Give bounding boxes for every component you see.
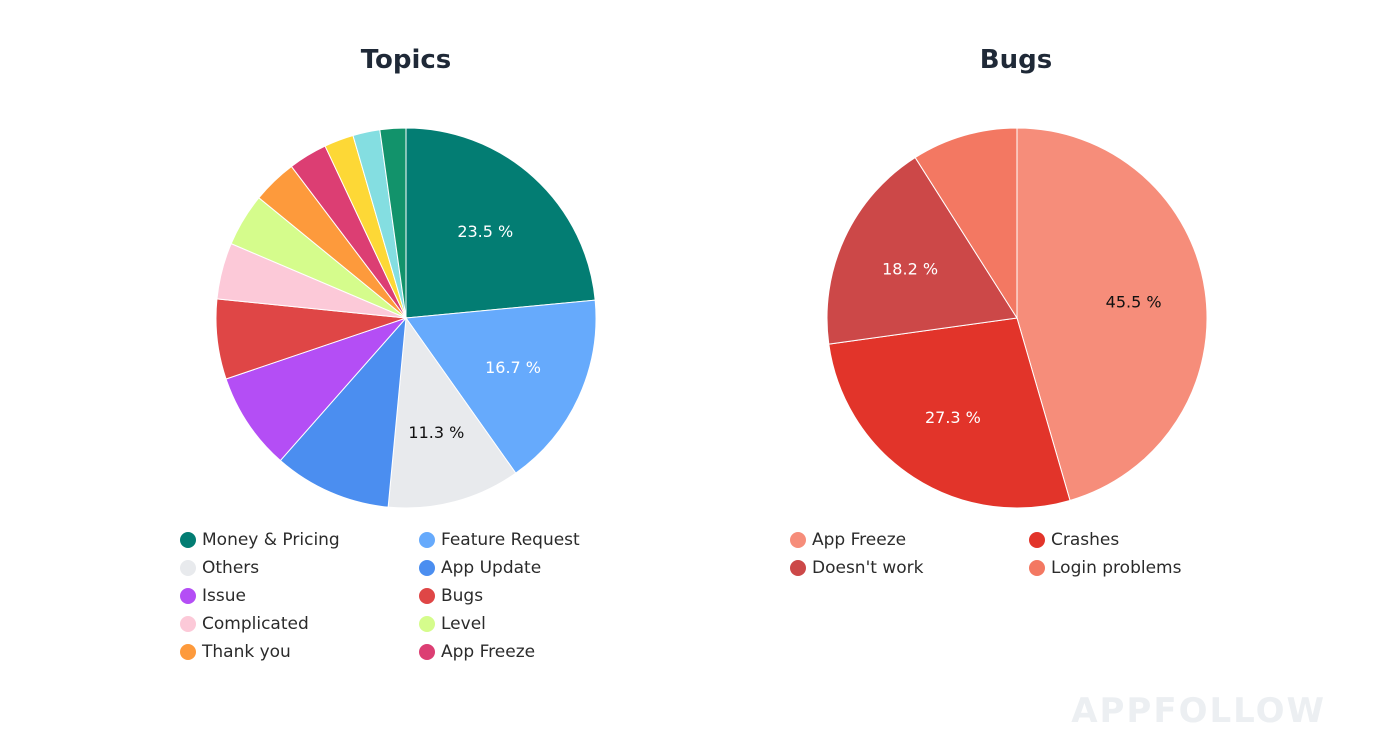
legend-label: App Freeze [441, 642, 536, 662]
legend-item-thank-you[interactable]: Thank you [180, 642, 419, 662]
legend-swatch [790, 532, 806, 548]
pie-slice-money-pricing-0[interactable] [405, 127, 596, 319]
pie-slice-others-2[interactable] [387, 316, 517, 509]
legend-swatch [419, 616, 435, 632]
data-label-feature-request: 16.7 % [485, 358, 541, 377]
legend-label: App Freeze [812, 530, 907, 550]
legend-label: Complicated [202, 614, 309, 634]
pie-slice-app-update-3[interactable] [279, 316, 407, 508]
watermark-logo: APPFOLLOW [1071, 691, 1326, 731]
pie-slice-feature-request-1[interactable] [405, 299, 597, 474]
chart-title: Topics [360, 45, 452, 75]
legend-label: Crashes [1051, 530, 1120, 550]
legend-item-money-pricing[interactable]: Money & Pricing [180, 530, 419, 550]
legend-swatch [419, 644, 435, 660]
legend-label: Level [441, 614, 486, 634]
legend-label: Feature Request [441, 530, 580, 550]
legend-item-login-problems[interactable]: Login problems [1029, 558, 1268, 578]
data-label-others: 11.3 % [408, 423, 464, 442]
legend-label: Money & Pricing [202, 530, 340, 550]
legend-swatch [180, 588, 196, 604]
legend-swatch [180, 616, 196, 632]
legend-label: Thank you [202, 642, 291, 662]
legend-item-others[interactable]: Others [180, 558, 419, 578]
pie-slice-issue-4[interactable] [225, 316, 408, 462]
legend-label: Others [202, 558, 260, 578]
data-label-money-pricing: 23.5 % [457, 222, 513, 241]
legend-swatch [419, 560, 435, 576]
legend-swatch [180, 644, 196, 660]
legend-item-complicated[interactable]: Complicated [180, 614, 419, 634]
legend-item-crashes[interactable]: Crashes [1029, 530, 1268, 550]
legend-swatch [419, 532, 435, 548]
legend-item-app-freeze[interactable]: App Freeze [790, 530, 1029, 550]
legend-swatch [180, 532, 196, 548]
legend-swatch [180, 560, 196, 576]
pie-slice-unlabeled-12[interactable] [379, 127, 407, 319]
legend-item-issue[interactable]: Issue [180, 586, 419, 606]
legend-label: Doesn't work [812, 558, 924, 578]
bugs-legend: App Freeze Crashes Doesn't work Login probl… [790, 530, 1268, 578]
legend-label: Login problems [1051, 558, 1182, 578]
topics-chart: Topics [360, 45, 452, 75]
legend-item-doesn-t-work[interactable]: Doesn't work [790, 558, 1029, 578]
legend-label: Bugs [441, 586, 484, 606]
legend-item-feature-request[interactable]: Feature Request [419, 530, 658, 550]
bugs-chart: Bugs [812, 0, 1220, 731]
legend-item-bugs[interactable]: Bugs [419, 586, 658, 606]
legend-item-app-freeze[interactable]: App Freeze [419, 642, 658, 662]
legend-label: App Update [441, 558, 542, 578]
legend-label: Issue [202, 586, 246, 606]
legend-swatch [419, 588, 435, 604]
legend-item-app-update[interactable]: App Update [419, 558, 658, 578]
legend-swatch [790, 560, 806, 576]
legend-swatch [1029, 532, 1045, 548]
topics-legend: Money & Pricing Feature Request Others App … [180, 530, 658, 662]
legend-item-level[interactable]: Level [419, 614, 658, 634]
legend-swatch [1029, 560, 1045, 576]
chart-title: Bugs [979, 45, 1053, 75]
